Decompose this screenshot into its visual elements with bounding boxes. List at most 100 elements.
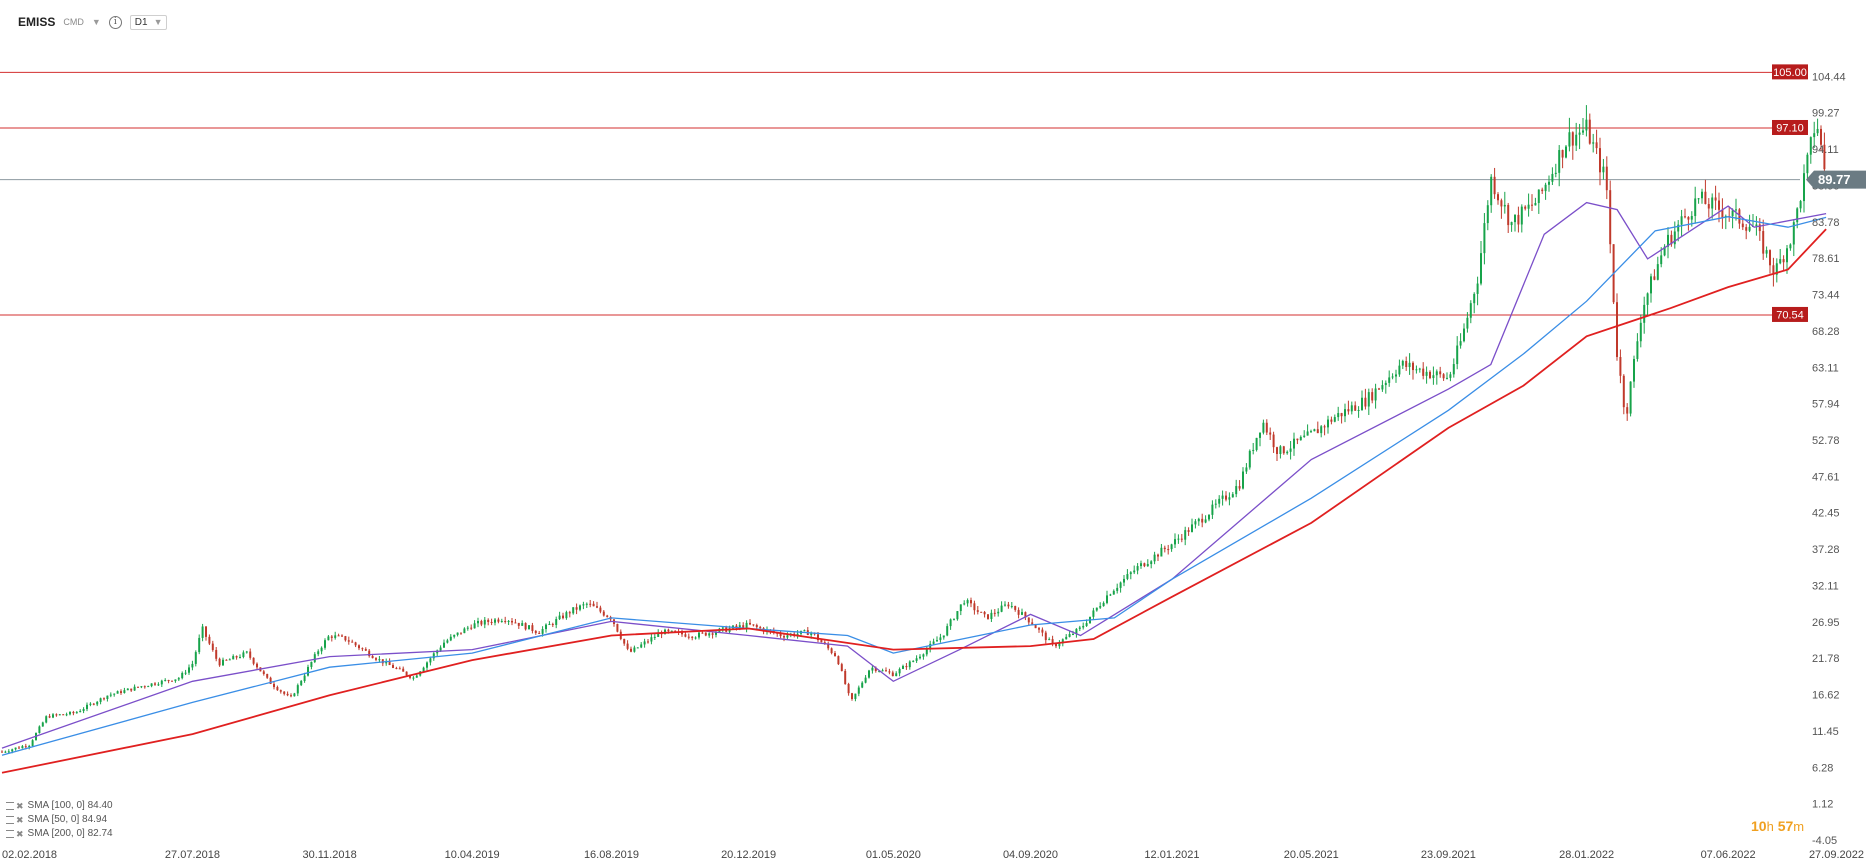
candle (1469, 300, 1472, 324)
candle-body (310, 661, 313, 667)
bars-icon[interactable] (6, 830, 14, 838)
candle-body (334, 635, 337, 638)
candle (1537, 189, 1540, 214)
candle-body (1531, 204, 1533, 206)
candle (1809, 136, 1812, 164)
candle (922, 653, 925, 660)
candle-body (1401, 360, 1404, 366)
candle-body (398, 668, 401, 670)
candle-body (1296, 438, 1299, 441)
candle (1486, 200, 1489, 231)
candle (1289, 441, 1292, 460)
candle (1337, 406, 1340, 421)
candle (837, 655, 840, 666)
candle-body (636, 647, 639, 649)
candle (1184, 526, 1187, 546)
info-icon[interactable]: i (108, 15, 122, 29)
candle-body (1374, 388, 1377, 401)
candle-body (1017, 609, 1020, 615)
candle-body (1170, 544, 1173, 550)
candle-body (1095, 607, 1098, 611)
candle (466, 625, 469, 631)
candle-body (82, 709, 85, 712)
legend-item[interactable]: ✖ SMA [50, 0] 84.94 (6, 813, 113, 827)
candle-body (1313, 429, 1316, 432)
candle-body (1711, 197, 1714, 209)
candle (99, 697, 102, 705)
x-tick-label: 10.04.2019 (445, 849, 500, 861)
candle-body (1119, 582, 1122, 588)
candle-body (480, 621, 483, 625)
candle (847, 682, 850, 696)
close-icon[interactable]: ✖ (16, 815, 24, 825)
candle (256, 662, 258, 669)
candle-body (1769, 250, 1771, 266)
candle-body (1765, 250, 1768, 254)
candle-body (1174, 539, 1176, 545)
timeframe-select[interactable]: D1 ▼ (129, 14, 168, 30)
instrument-symbol[interactable]: EMISS (18, 15, 56, 29)
candle (1432, 366, 1435, 385)
candle (1191, 518, 1193, 533)
candle (708, 632, 711, 638)
close-icon[interactable]: ✖ (16, 801, 24, 811)
legend-item[interactable]: ✖ SMA [200, 0] 82.74 (6, 827, 113, 841)
candle (1408, 353, 1411, 375)
candle-body (925, 649, 928, 655)
candle-body (1605, 166, 1608, 191)
candle-body (252, 657, 255, 664)
candle (1418, 367, 1421, 373)
caret-down-icon[interactable]: ▼ (91, 17, 101, 27)
candle-body (1694, 198, 1697, 217)
candle (1109, 593, 1112, 596)
candle-body (497, 619, 500, 622)
x-tick-label: 30.11.2018 (302, 849, 356, 861)
legend-label: SMA [200, 0] 82.74 (27, 828, 113, 839)
y-tick-label: 94.11 (1812, 144, 1839, 156)
candle-body (24, 746, 27, 748)
candle (864, 675, 867, 684)
candle-body (1058, 643, 1061, 647)
candle (1473, 292, 1476, 314)
candle-body (745, 622, 748, 629)
level-badge-label: 105.00 (1773, 67, 1807, 79)
candle-body (1741, 223, 1744, 228)
candle (1099, 602, 1102, 609)
candle-body (507, 620, 510, 622)
candle (116, 690, 119, 694)
legend-item[interactable]: ✖ SMA [100, 0] 84.40 (6, 799, 113, 813)
candle-body (490, 621, 493, 623)
candle (868, 669, 870, 679)
candle (1259, 432, 1261, 447)
bars-icon[interactable] (6, 802, 14, 810)
candle (572, 607, 575, 615)
candle-body (1684, 216, 1686, 218)
candle-body (1497, 194, 1499, 201)
candle-body (1670, 234, 1673, 245)
candle-body (1582, 130, 1584, 133)
candle-body (1544, 184, 1547, 192)
candle-body (755, 625, 758, 628)
y-axis: 104.4499.2794.1188.9583.7878.6173.4468.2… (1812, 71, 1846, 847)
bars-icon[interactable] (6, 816, 14, 824)
x-tick-label: 16.08.2019 (584, 849, 639, 861)
candle-body (1520, 206, 1523, 225)
candle-body (1758, 224, 1761, 232)
candle-body (881, 670, 884, 672)
candle-body (1490, 176, 1493, 206)
candle-body (65, 714, 68, 716)
candle (184, 669, 187, 676)
candle-body (307, 666, 309, 676)
candle (1, 750, 3, 753)
candle (803, 629, 806, 632)
close-icon[interactable]: ✖ (16, 829, 24, 839)
candle (1735, 198, 1737, 221)
candle-body (1310, 431, 1312, 433)
candle-body (92, 703, 95, 705)
candle-body (1435, 371, 1438, 376)
candle (1177, 534, 1180, 544)
candle (1622, 374, 1625, 415)
candle (1201, 513, 1204, 528)
candle-body (704, 632, 707, 636)
